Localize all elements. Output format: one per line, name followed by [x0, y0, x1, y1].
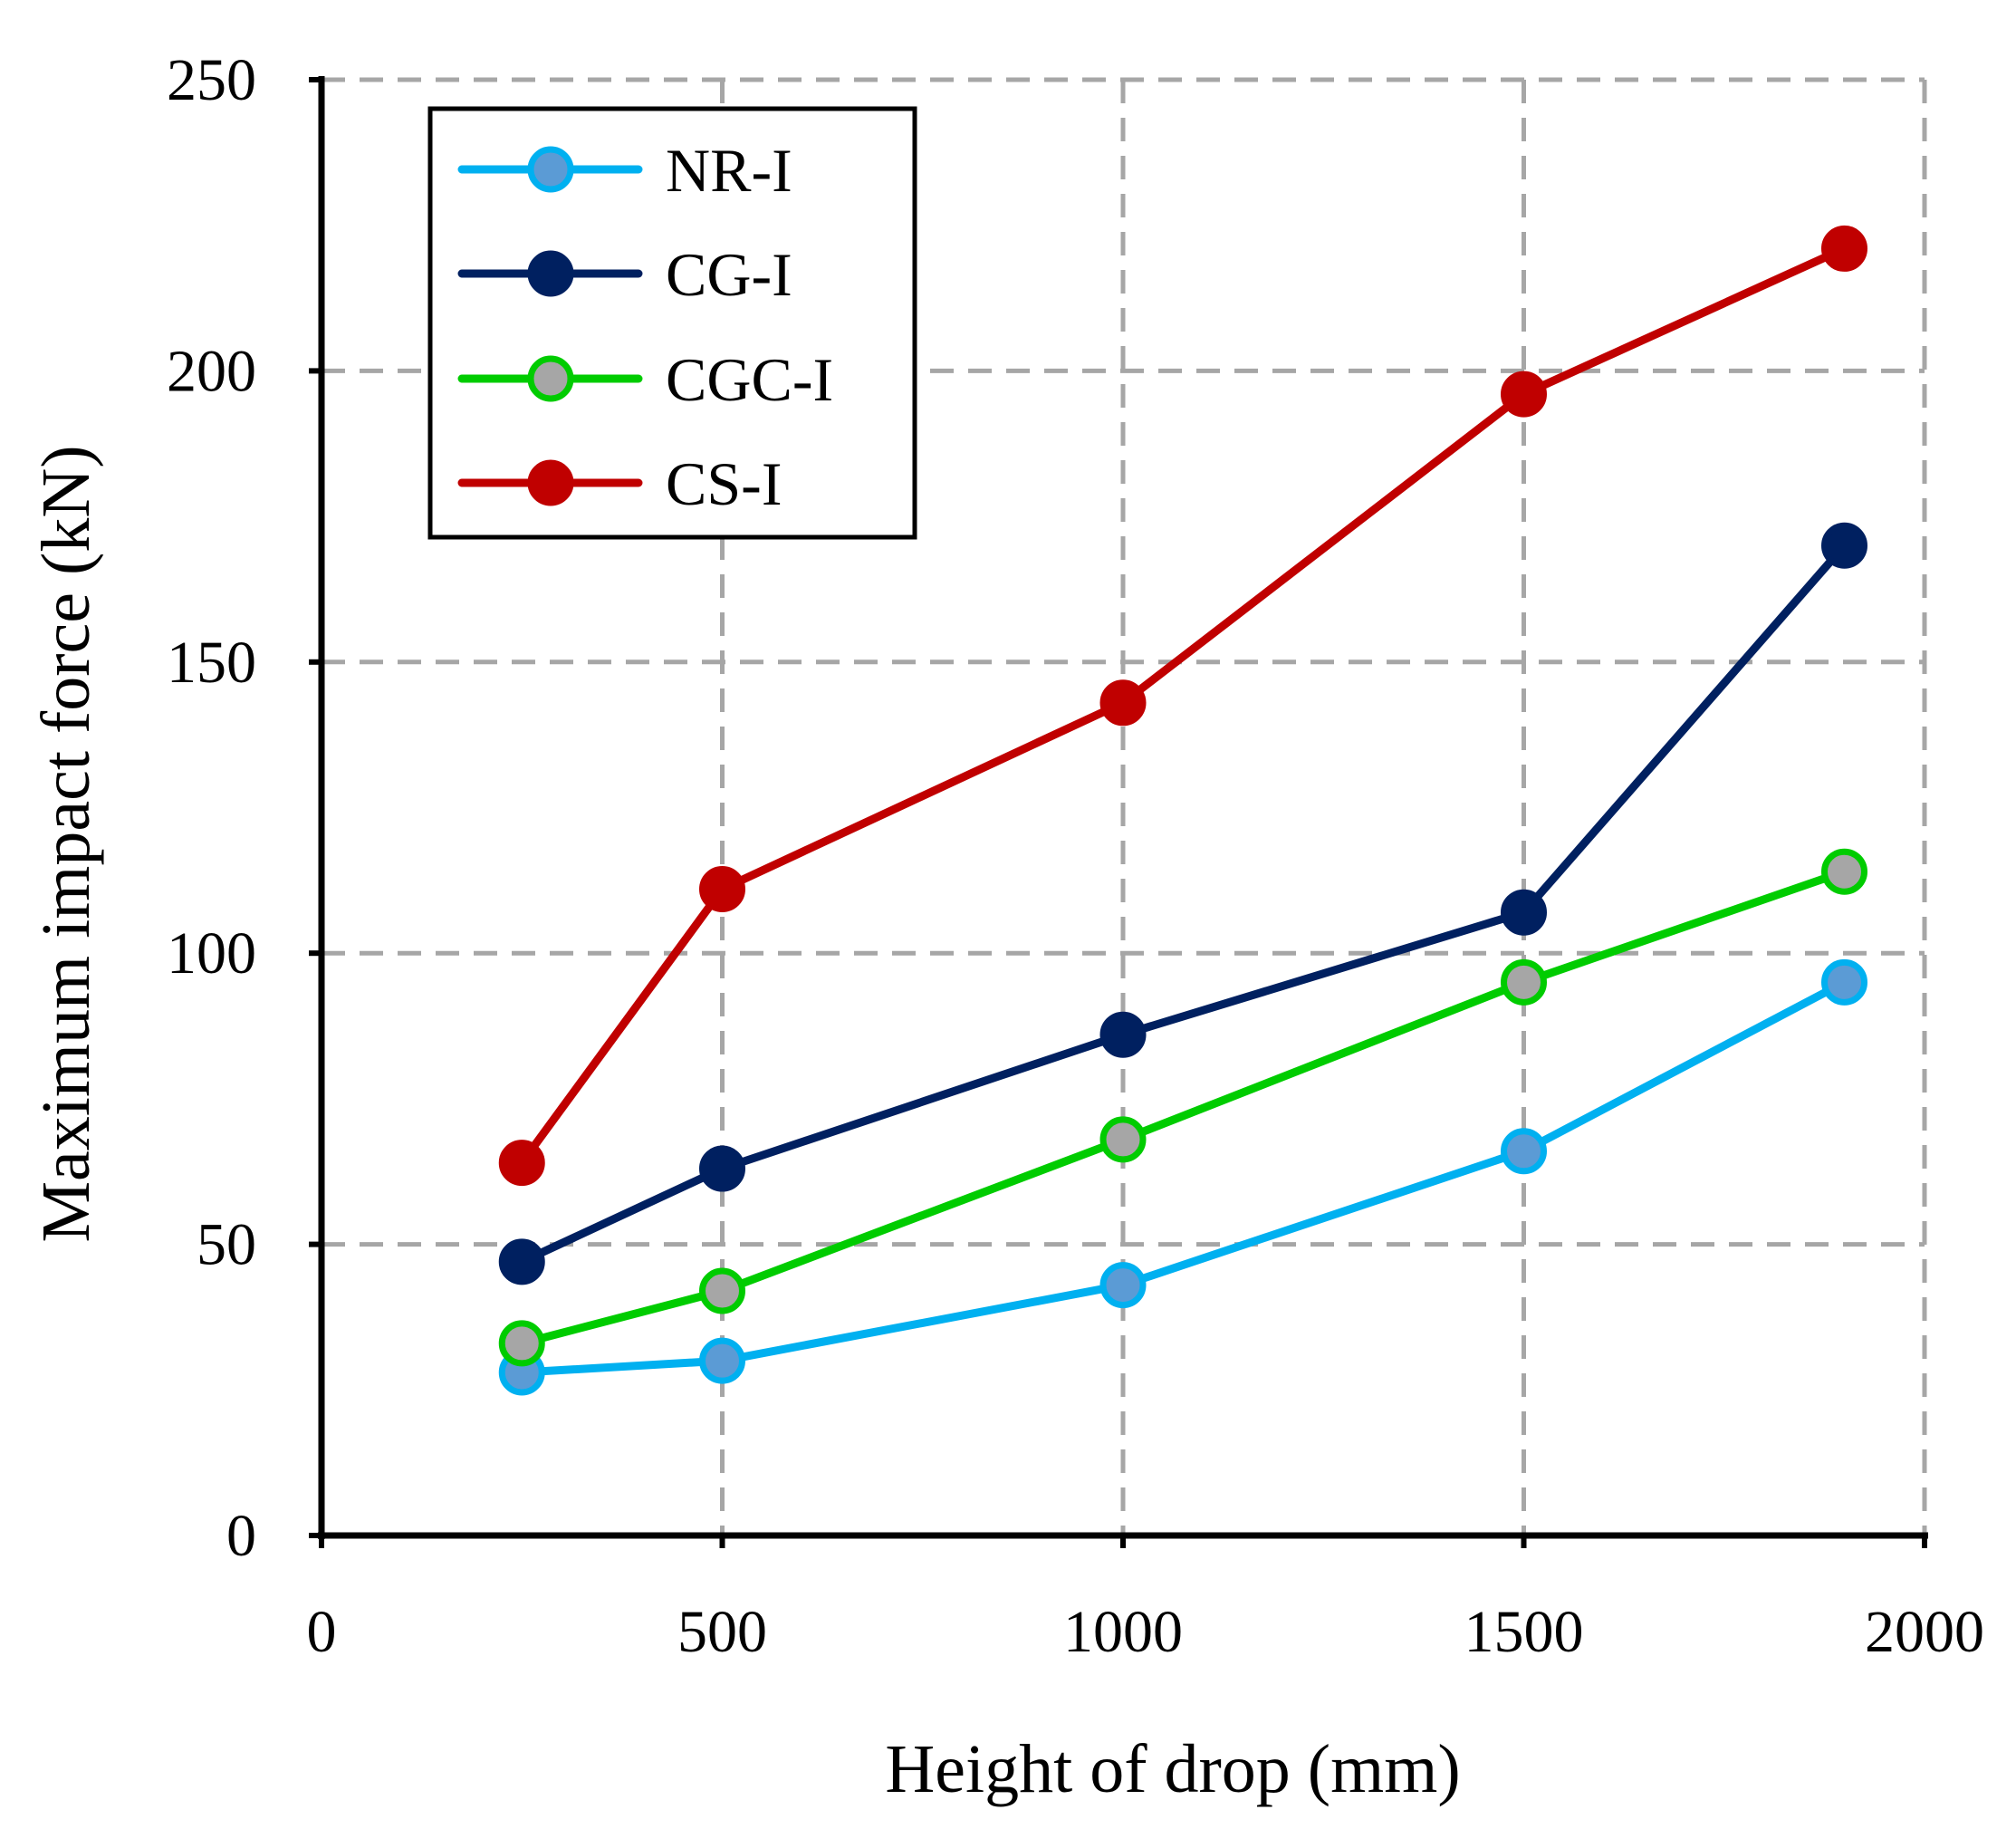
y-axis-title: Maximum impact force (kN) — [28, 445, 104, 1242]
data-point — [1821, 522, 1867, 569]
data-point — [699, 865, 745, 912]
data-point — [1501, 1128, 1547, 1175]
x-tick-label: 2000 — [1865, 1599, 1984, 1665]
y-tick-label: 0 — [226, 1503, 256, 1569]
data-point — [1501, 889, 1547, 936]
legend-label: CG-I — [666, 240, 792, 309]
legend-item: CG-I — [457, 240, 792, 309]
legend-item: CGC-I — [457, 345, 833, 414]
legend-box — [427, 106, 917, 540]
data-point — [1099, 1262, 1147, 1309]
x-tick-label: 500 — [677, 1599, 767, 1665]
legend-item: NR-I — [457, 136, 792, 205]
data-point — [1821, 848, 1867, 895]
y-tick-label: 250 — [167, 47, 256, 113]
series-cg-i — [498, 522, 1867, 1285]
tick-labels: 0 50 100 150 200 250 0 500 1000 1500 2000 — [167, 47, 1984, 1665]
legend-marker — [527, 459, 574, 506]
x-tick-label: 0 — [307, 1599, 337, 1665]
data-point — [1501, 958, 1547, 1006]
data-point — [1099, 679, 1147, 727]
legend-label: CS-I — [666, 449, 782, 518]
data-point — [1821, 225, 1867, 272]
axes — [309, 76, 1928, 1548]
y-tick-label: 150 — [167, 630, 256, 696]
axis-titles: Height of drop (mm) Maximum impact force … — [28, 445, 1461, 1807]
legend-marker — [527, 146, 574, 193]
x-tick-label: 1000 — [1063, 1599, 1183, 1665]
x-tick-label: 1500 — [1464, 1599, 1584, 1665]
data-point — [1821, 958, 1867, 1006]
x-axis-title: Height of drop (mm) — [885, 1731, 1460, 1807]
data-point — [699, 1337, 745, 1384]
series-lines — [498, 225, 1867, 1396]
data-point — [1099, 1011, 1147, 1058]
legend-item: CS-I — [457, 449, 782, 518]
series-cgc-i — [498, 848, 1867, 1367]
legend-label: NR-I — [666, 136, 792, 205]
y-tick-label: 200 — [167, 338, 256, 404]
series-nr-i — [498, 958, 1867, 1396]
data-point — [1501, 371, 1547, 418]
data-point — [1099, 1116, 1147, 1163]
data-point — [699, 1145, 745, 1192]
data-point — [699, 1267, 745, 1314]
legend-label: CGC-I — [666, 345, 833, 414]
data-point — [498, 1238, 545, 1285]
y-tick-label: 50 — [197, 1212, 256, 1278]
legend-marker — [527, 355, 574, 402]
legend: NR-I CG-I CGC-I CS-I — [427, 106, 917, 540]
legend-marker — [527, 250, 574, 297]
data-point — [498, 1140, 545, 1187]
y-tick-label: 100 — [167, 920, 256, 987]
series-cs-i — [498, 225, 1867, 1187]
data-point — [498, 1320, 545, 1367]
